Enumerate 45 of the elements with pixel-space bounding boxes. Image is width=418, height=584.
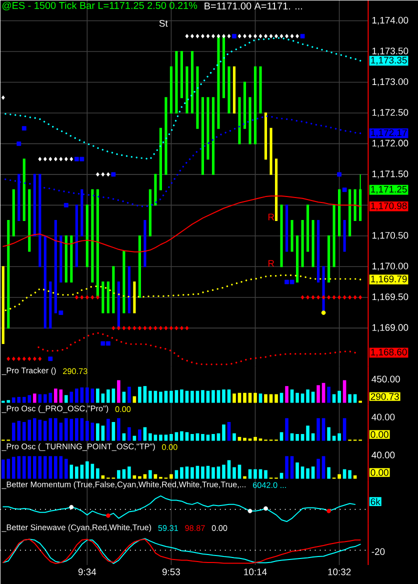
- annotation: R: [268, 260, 274, 267]
- text: 0.00: [370, 469, 388, 476]
- text: -20: [372, 548, 385, 555]
- y-tick-label: 1,170.50: [372, 232, 408, 240]
- y-tick-label: 1,171.50: [372, 170, 408, 178]
- chart-title: _Pro Osc (_TURNING_POINT_OSC,"TP"): [2, 443, 155, 451]
- y-tick-label: 1,172.00: [372, 140, 408, 148]
- text: 450.00: [372, 376, 400, 382]
- annotation: R: [268, 214, 274, 220]
- annotation: St: [159, 20, 168, 27]
- x-tick-label: 10:14: [244, 568, 267, 576]
- text: 0.00: [212, 525, 228, 531]
- data-label: 1,168.60: [371, 348, 407, 357]
- chart-title: _Pro Osc (_PRO_OSC,"Pro"): [2, 405, 108, 413]
- text: 98.87: [185, 525, 205, 531]
- chart-title: _Pro Tracker (): [2, 367, 56, 375]
- y-tick-label: 1,174.00: [372, 16, 408, 25]
- x-tick-label: 9:34: [78, 568, 96, 576]
- data-label: 1,170.98: [371, 202, 407, 210]
- y-tick-label: 1,173.50: [372, 48, 408, 56]
- y-tick-label: 1,169.00: [372, 324, 408, 332]
- chart-title: _Better Momentum (True,False,Cyan,White,Red,White,True,True,...: [2, 481, 246, 489]
- x-tick-label: 9:53: [162, 568, 180, 576]
- chart-subtitle: 0.00: [115, 406, 131, 412]
- y-tick-label: 1,172.50: [372, 109, 408, 117]
- text: 290.73: [370, 393, 399, 400]
- data-label: 1,169.79: [371, 276, 407, 284]
- text: 59.31: [158, 525, 178, 531]
- text: 0.00: [370, 431, 388, 438]
- data-label: 1,172.17: [371, 129, 407, 138]
- text: 40.00: [372, 452, 395, 458]
- text: 1,171.25: [371, 186, 407, 194]
- y-tick-label: 1,169.50: [372, 293, 408, 302]
- chart-title: _Better Sinewave (Cyan,Red,White,True): [2, 524, 151, 532]
- chart-subtitle: 290.73: [63, 368, 88, 374]
- chart-title: @ES - 1500 Tick Bar L=1171.25 2.50 0.21%: [2, 2, 198, 10]
- text: 40.00: [372, 414, 395, 420]
- y-tick-label: 1,173.00: [372, 78, 408, 86]
- chart-subtitle: 6042.0 ...: [252, 482, 286, 488]
- x-tick-label: 10:32: [328, 568, 351, 576]
- text: 6k: [370, 498, 380, 506]
- chart-subtitle: B=1171.00 A=1171. ...: [204, 2, 302, 10]
- chart-subtitle: 0.00: [162, 444, 178, 450]
- data-label: 1,173.35: [371, 56, 407, 65]
- y-tick-label: 1,170.00: [372, 262, 408, 271]
